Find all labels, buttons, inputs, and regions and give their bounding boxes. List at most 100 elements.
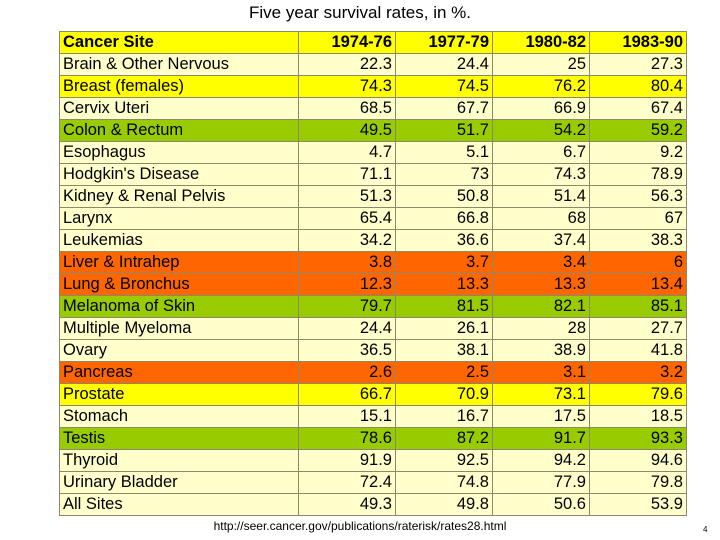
survival-rate-cell: 5.1 bbox=[395, 141, 493, 164]
survival-rate-cell: 27.3 bbox=[589, 53, 687, 76]
table-row: Prostate 66.7 70.9 73.1 79.6 bbox=[59, 383, 687, 406]
survival-rate-cell: 66.7 bbox=[298, 383, 396, 406]
table-row: Melanoma of Skin 79.7 81.5 82.1 85.1 bbox=[59, 295, 687, 318]
survival-rate-cell: 71.1 bbox=[298, 163, 396, 186]
survival-rate-cell: 6 bbox=[589, 251, 687, 274]
survival-rate-cell: 51.7 bbox=[395, 119, 493, 142]
survival-rate-cell: 91.7 bbox=[492, 427, 590, 450]
cancer-site-cell: Larynx bbox=[59, 207, 299, 230]
table-row: Pancreas 2.6 2.5 3.1 3.2 bbox=[59, 361, 687, 384]
survival-rate-cell: 49.3 bbox=[298, 493, 396, 516]
survival-rate-cell: 74.5 bbox=[395, 75, 493, 98]
survival-rate-cell: 25 bbox=[492, 53, 590, 76]
survival-rate-cell: 17.5 bbox=[492, 405, 590, 428]
cancer-site-cell: Stomach bbox=[59, 405, 299, 428]
survival-rate-cell: 37.4 bbox=[492, 229, 590, 252]
table-row: Breast (females) 74.3 74.5 76.2 80.4 bbox=[59, 75, 687, 98]
survival-rate-cell: 27.7 bbox=[589, 317, 687, 340]
cancer-site-cell: Liver & Intrahep bbox=[59, 251, 299, 274]
page-number: 4 bbox=[703, 525, 708, 534]
survival-rate-cell: 12.3 bbox=[298, 273, 396, 296]
table-row: Esophagus 4.7 5.1 6.7 9.2 bbox=[59, 141, 687, 164]
table-row: Cervix Uteri 68.5 67.7 66.9 67.4 bbox=[59, 97, 687, 120]
survival-rate-cell: 81.5 bbox=[395, 295, 493, 318]
survival-rate-cell: 74.3 bbox=[492, 163, 590, 186]
table-row: Stomach 15.1 16.7 17.5 18.5 bbox=[59, 405, 687, 428]
cancer-site-cell: Esophagus bbox=[59, 141, 299, 164]
survival-rate-cell: 87.2 bbox=[395, 427, 493, 450]
survival-rate-cell: 4.7 bbox=[298, 141, 396, 164]
survival-rate-cell: 2.6 bbox=[298, 361, 396, 384]
survival-rate-cell: 26.1 bbox=[395, 317, 493, 340]
survival-rate-cell: 13.3 bbox=[395, 273, 493, 296]
table-row: Multiple Myeloma 24.4 26.1 28 27.7 bbox=[59, 317, 687, 340]
survival-rate-cell: 68 bbox=[492, 207, 590, 230]
survival-rate-cell: 94.2 bbox=[492, 449, 590, 472]
cancer-site-cell: Cervix Uteri bbox=[59, 97, 299, 120]
survival-rate-cell: 70.9 bbox=[395, 383, 493, 406]
table-row: Testis 78.6 87.2 91.7 93.3 bbox=[59, 427, 687, 450]
survival-rate-cell: 66.9 bbox=[492, 97, 590, 120]
cancer-site-cell: Breast (females) bbox=[59, 75, 299, 98]
survival-rate-cell: 79.7 bbox=[298, 295, 396, 318]
survival-rate-cell: 50.6 bbox=[492, 493, 590, 516]
table-row: Kidney & Renal Pelvis 51.3 50.8 51.4 56.3 bbox=[59, 185, 687, 208]
header-period-2: 1977-79 bbox=[395, 31, 493, 54]
survival-rate-cell: 73 bbox=[395, 163, 493, 186]
table-row: Urinary Bladder 72.4 74.8 77.9 79.8 bbox=[59, 471, 687, 494]
survival-rate-cell: 3.4 bbox=[492, 251, 590, 274]
survival-rate-cell: 79.8 bbox=[589, 471, 687, 494]
survival-rate-cell: 51.3 bbox=[298, 185, 396, 208]
survival-rate-cell: 15.1 bbox=[298, 405, 396, 428]
survival-rate-cell: 78.6 bbox=[298, 427, 396, 450]
survival-rate-cell: 3.1 bbox=[492, 361, 590, 384]
survival-rate-cell: 68.5 bbox=[298, 97, 396, 120]
cancer-site-cell: Thyroid bbox=[59, 449, 299, 472]
cancer-site-cell: Brain & Other Nervous bbox=[59, 53, 299, 76]
survival-rate-cell: 82.1 bbox=[492, 295, 590, 318]
survival-rate-cell: 76.2 bbox=[492, 75, 590, 98]
survival-rates-table: Cancer Site 1974-76 1977-79 1980-82 1983… bbox=[59, 31, 687, 516]
survival-rate-cell: 53.9 bbox=[589, 493, 687, 516]
table-row: Colon & Rectum 49.5 51.7 54.2 59.2 bbox=[59, 119, 687, 142]
survival-rate-cell: 38.3 bbox=[589, 229, 687, 252]
header-period-4: 1983-90 bbox=[589, 31, 687, 54]
table-row: Ovary 36.5 38.1 38.9 41.8 bbox=[59, 339, 687, 362]
survival-rate-cell: 78.9 bbox=[589, 163, 687, 186]
survival-rate-cell: 66.8 bbox=[395, 207, 493, 230]
table-row: Lung & Bronchus 12.3 13.3 13.3 13.4 bbox=[59, 273, 687, 296]
survival-rate-cell: 28 bbox=[492, 317, 590, 340]
survival-rate-cell: 85.1 bbox=[589, 295, 687, 318]
table-row: Brain & Other Nervous 22.3 24.4 25 27.3 bbox=[59, 53, 687, 76]
survival-rate-cell: 59.2 bbox=[589, 119, 687, 142]
survival-rate-cell: 3.7 bbox=[395, 251, 493, 274]
survival-rate-cell: 67 bbox=[589, 207, 687, 230]
cancer-site-cell: Testis bbox=[59, 427, 299, 450]
survival-rate-cell: 74.3 bbox=[298, 75, 396, 98]
cancer-site-cell: Multiple Myeloma bbox=[59, 317, 299, 340]
survival-rate-cell: 51.4 bbox=[492, 185, 590, 208]
header-period-3: 1980-82 bbox=[492, 31, 590, 54]
survival-rate-cell: 91.9 bbox=[298, 449, 396, 472]
table-row: Hodgkin's Disease 71.1 73 74.3 78.9 bbox=[59, 163, 687, 186]
survival-rate-cell: 49.5 bbox=[298, 119, 396, 142]
survival-rate-cell: 79.6 bbox=[589, 383, 687, 406]
survival-rate-cell: 92.5 bbox=[395, 449, 493, 472]
cancer-site-cell: Urinary Bladder bbox=[59, 471, 299, 494]
survival-rate-cell: 9.2 bbox=[589, 141, 687, 164]
table-row: All Sites 49.3 49.8 50.6 53.9 bbox=[59, 493, 687, 516]
cancer-site-cell: Leukemias bbox=[59, 229, 299, 252]
survival-rate-cell: 72.4 bbox=[298, 471, 396, 494]
survival-rate-cell: 22.3 bbox=[298, 53, 396, 76]
survival-rate-cell: 2.5 bbox=[395, 361, 493, 384]
survival-rate-cell: 50.8 bbox=[395, 185, 493, 208]
survival-rate-cell: 65.4 bbox=[298, 207, 396, 230]
survival-rate-cell: 18.5 bbox=[589, 405, 687, 428]
survival-rate-cell: 41.8 bbox=[589, 339, 687, 362]
survival-rate-cell: 36.5 bbox=[298, 339, 396, 362]
survival-rate-cell: 13.4 bbox=[589, 273, 687, 296]
table-header-row: Cancer Site 1974-76 1977-79 1980-82 1983… bbox=[59, 31, 687, 54]
survival-rate-cell: 3.8 bbox=[298, 251, 396, 274]
survival-rate-cell: 13.3 bbox=[492, 273, 590, 296]
cancer-site-cell: Kidney & Renal Pelvis bbox=[59, 185, 299, 208]
